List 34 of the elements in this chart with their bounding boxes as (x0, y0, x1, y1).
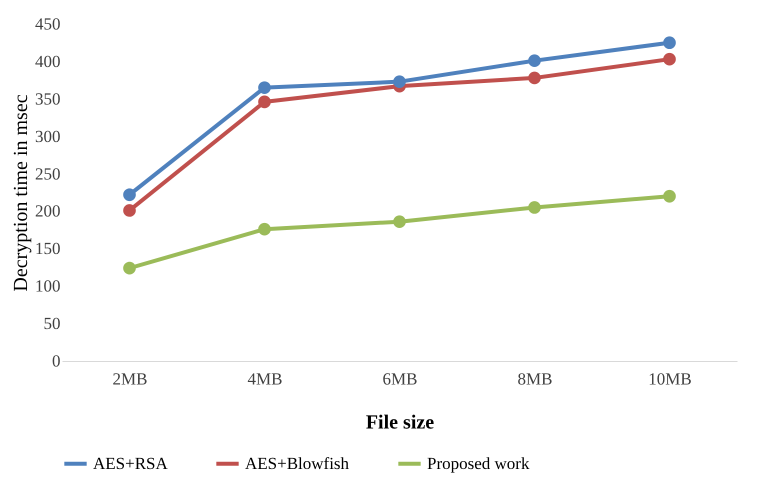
point (393, 215, 406, 228)
y-tick-label: 200 (35, 202, 60, 221)
x-tick-label: 10MB (648, 370, 692, 388)
point (528, 72, 541, 84)
legend-label: AES+Blowfish (245, 454, 350, 473)
x-tick-label: 4MB (248, 370, 282, 388)
point (528, 201, 541, 214)
point (258, 222, 271, 236)
point (663, 36, 676, 50)
y-tick-label: 350 (35, 89, 60, 108)
y-tick-label: 450 (35, 14, 60, 34)
y-tick-label: 150 (35, 239, 60, 258)
x-axis-title: File size (366, 412, 434, 434)
y-axis-title: Decryption time in msec (10, 94, 32, 292)
point (258, 81, 271, 94)
point (258, 96, 271, 108)
point (123, 188, 136, 202)
x-tick-label: 2MB (112, 370, 148, 388)
y-tick-label: 300 (35, 126, 60, 146)
y-tick-label: 400 (35, 52, 60, 71)
point (123, 262, 136, 274)
y-tick-label: 50 (44, 314, 60, 334)
point (528, 54, 541, 68)
point (663, 190, 676, 203)
y-tick-label: 100 (35, 276, 60, 296)
legend-label: AES+RSA (93, 454, 168, 473)
point (123, 204, 136, 217)
legend-label: Proposed work (427, 454, 530, 473)
x-tick-label: 6MB (382, 370, 418, 388)
y-tick-label: 250 (35, 164, 60, 184)
point (393, 75, 406, 88)
y-tick-label: 0 (52, 352, 60, 370)
x-tick-label: 8MB (518, 370, 552, 388)
point (663, 52, 676, 66)
